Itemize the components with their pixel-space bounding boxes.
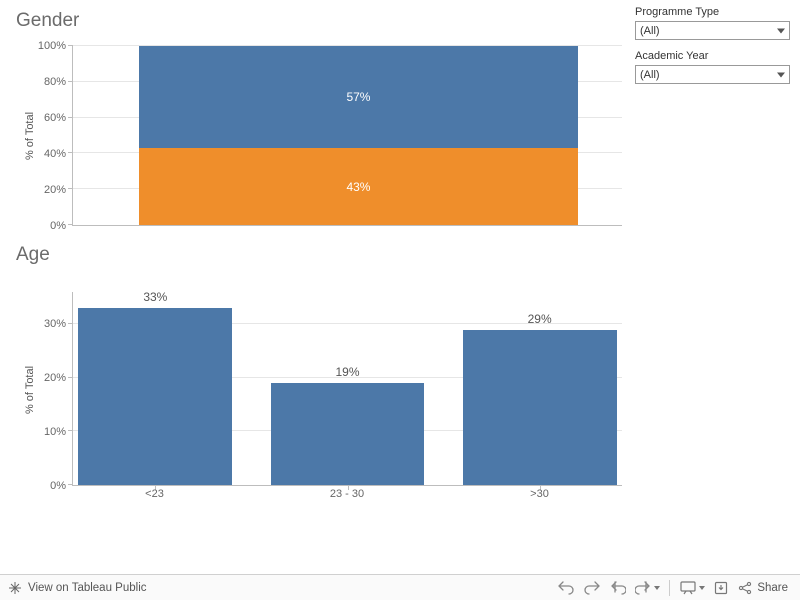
age-plot: 33% 19% 29% [72,292,622,486]
download-button[interactable] [709,578,733,598]
share-button[interactable]: Share [734,581,792,595]
age-y-tick: 20% [30,372,66,384]
gender-stacked-bar: 57%43% [139,46,578,225]
programme-type-value: (All) [640,25,660,37]
age-x-category: >30 [530,488,549,500]
age-bar: 29% [463,330,617,485]
age-title: Age [16,244,630,266]
age-bar-label: 33% [78,290,232,304]
tick [68,484,73,485]
share-label: Share [757,582,788,594]
gender-segment: 57% [139,46,578,148]
undo-button[interactable] [554,578,578,598]
chevron-down-icon [777,28,785,33]
age-x-categories: <23 23 - 30 >30 [72,488,622,508]
programme-type-select[interactable]: (All) [635,21,790,40]
tick [68,81,73,82]
age-chart: Age % of Total 0%10%20%30% 33%19%29% <23… [8,244,630,510]
age-bar-label: 19% [271,365,425,379]
academic-year-value: (All) [640,69,660,81]
gender-y-tick: 100% [30,40,66,52]
present-button[interactable] [677,578,707,598]
age-bar: 33% [78,308,232,485]
programme-type-label: Programme Type [635,6,790,18]
programme-type-filter: Programme Type (All) [635,6,790,40]
redo-button[interactable] [580,578,604,598]
tick [68,117,73,118]
academic-year-select[interactable]: (All) [635,65,790,84]
gender-title: Gender [16,10,630,32]
gender-y-tick: 20% [30,184,66,196]
age-y-tick: 30% [30,318,66,330]
chevron-down-icon [777,72,785,77]
age-x-category: <23 [145,488,164,500]
age-y-ticks: 0% 10% 20% 30% [30,270,70,510]
gender-chart: Gender % of Total 0%20%40%60%80%100% 57%… [8,10,630,236]
tick [68,45,73,46]
gender-y-tick: 60% [30,112,66,124]
tableau-logo-icon [8,581,22,595]
gender-y-tick: 80% [30,76,66,88]
age-bar-label: 29% [463,312,617,326]
chevron-down-icon [699,586,705,590]
tick [68,323,73,324]
share-icon [738,581,752,595]
view-on-tableau-link[interactable]: View on Tableau Public [8,581,147,595]
tick [68,152,73,153]
replay-forward-button[interactable] [632,578,662,598]
replay-back-button[interactable] [606,578,630,598]
gender-plot: 57%43% [72,46,622,226]
chevron-down-icon [654,586,660,590]
gender-plot-frame: % of Total 0%20%40%60%80%100% 57%43% [8,36,630,236]
gender-segment: 43% [139,148,578,225]
academic-year-label: Academic Year [635,50,790,62]
age-bar: 19% [271,383,425,485]
tick [68,224,73,225]
filters-panel: Programme Type (All) Academic Year (All) [635,6,790,94]
age-plot-frame: % of Total 0%10%20%30% 33%19%29% <2323 -… [8,270,630,510]
age-x-category: 23 - 30 [330,488,364,500]
gender-y-tick: 0% [30,220,66,232]
age-y-tick: 0% [30,480,66,492]
tick [68,430,73,431]
view-on-tableau-text: View on Tableau Public [28,582,147,594]
age-y-tick: 10% [30,426,66,438]
academic-year-filter: Academic Year (All) [635,50,790,84]
tick [68,188,73,189]
tick [68,377,73,378]
footer-separator [669,580,670,596]
footer-toolbar: View on Tableau Public Share [0,574,800,600]
gender-y-ticks: 0% 20% 40% 60% 80% 100% [30,36,70,236]
gender-y-tick: 40% [30,148,66,160]
